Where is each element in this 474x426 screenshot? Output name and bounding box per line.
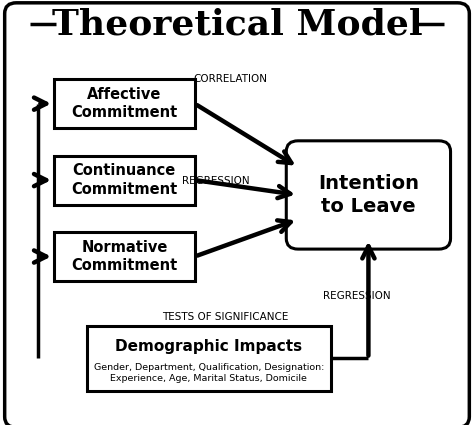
Text: Demographic Impacts: Demographic Impacts — [115, 339, 302, 354]
Text: Affective
Commitment: Affective Commitment — [71, 87, 177, 121]
FancyBboxPatch shape — [54, 155, 195, 204]
FancyBboxPatch shape — [54, 232, 195, 281]
Text: Theoretical Model: Theoretical Model — [52, 7, 422, 41]
Text: REGRESSION: REGRESSION — [182, 176, 250, 186]
FancyBboxPatch shape — [286, 141, 451, 249]
FancyBboxPatch shape — [87, 325, 331, 391]
FancyBboxPatch shape — [54, 79, 195, 128]
Text: Normative
Commitment: Normative Commitment — [71, 240, 177, 273]
Text: Intention
to Leave: Intention to Leave — [318, 174, 419, 216]
Text: CORRELATION: CORRELATION — [193, 74, 267, 84]
Text: Continuance
Commitment: Continuance Commitment — [71, 163, 177, 197]
Text: Gender, Department, Qualification, Designation:
Experience, Age, Marital Status,: Gender, Department, Qualification, Desig… — [94, 363, 324, 383]
Text: REGRESSION: REGRESSION — [323, 291, 391, 301]
Text: TESTS OF SIGNIFICANCE: TESTS OF SIGNIFICANCE — [162, 312, 289, 322]
FancyBboxPatch shape — [5, 3, 469, 426]
